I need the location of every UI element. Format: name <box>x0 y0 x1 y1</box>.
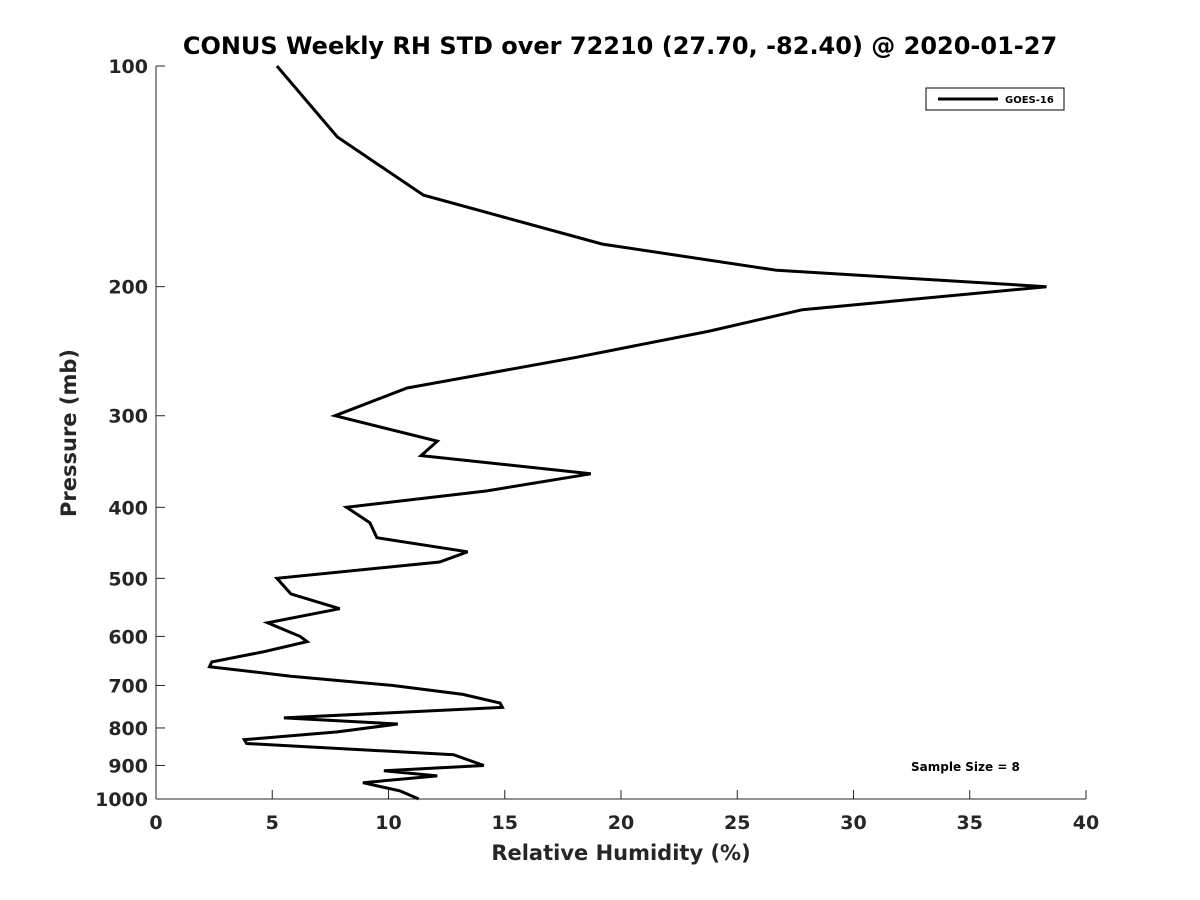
y-tick-label: 200 <box>108 277 148 299</box>
y-tick-label: 500 <box>108 568 148 590</box>
legend: GOES-16 <box>925 87 1065 111</box>
x-tick-label: 0 <box>149 812 162 834</box>
y-axis-label: Pressure (mb) <box>57 349 81 517</box>
y-tick-label: 600 <box>108 626 148 648</box>
x-tick-label: 30 <box>840 812 866 834</box>
x-axis-label: Relative Humidity (%) <box>491 841 750 865</box>
x-tick-label: 15 <box>492 812 518 834</box>
sample-size-annotation: Sample Size = 8 <box>911 760 1020 774</box>
x-tick-label: 20 <box>608 812 634 834</box>
y-tick-label: 400 <box>108 497 148 519</box>
x-tick-label: 5 <box>266 812 279 834</box>
x-tick-label: 40 <box>1073 812 1099 834</box>
x-tick-label: 25 <box>724 812 750 834</box>
y-tick-label: 1000 <box>95 789 148 811</box>
y-tick-label: 800 <box>108 718 148 740</box>
plot-axes <box>155 66 1086 800</box>
y-tick-label: 300 <box>108 406 148 428</box>
x-ticks: 0 5 10 15 20 25 30 35 40 <box>149 790 1099 834</box>
y-tick-label: 700 <box>108 675 148 697</box>
x-tick-label: 35 <box>957 812 983 834</box>
chart-title: CONUS Weekly RH STD over 72210 (27.70, -… <box>183 32 1057 60</box>
y-tick-label: 900 <box>108 755 148 777</box>
y-tick-label: 100 <box>108 56 148 78</box>
x-tick-label: 10 <box>375 812 401 834</box>
series-line-goes-16 <box>207 65 1047 801</box>
y-ticks: 100 200 300 400 500 600 700 800 900 1000 <box>95 56 165 811</box>
legend-label-goes-16: GOES-16 <box>1005 95 1054 106</box>
